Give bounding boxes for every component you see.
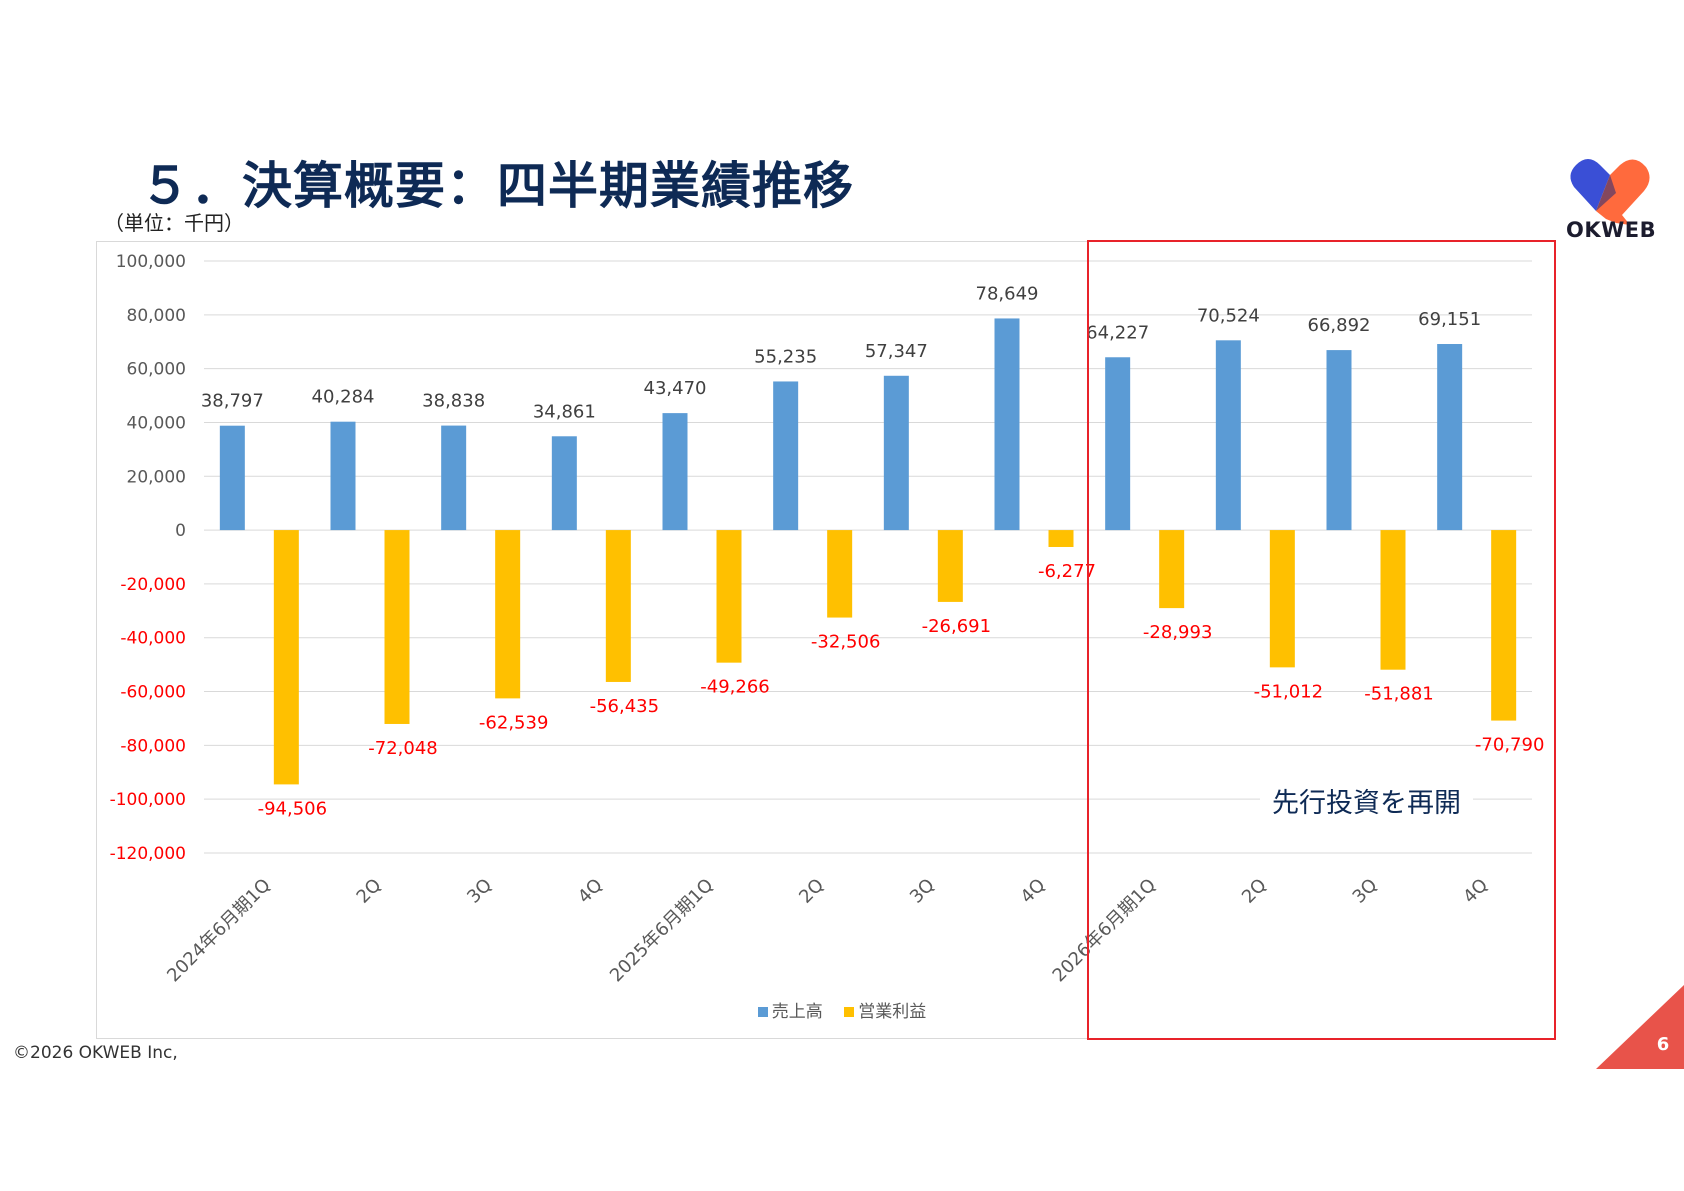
- data-label-sales: 69,151: [1418, 309, 1481, 330]
- bar-operating-profit: [605, 530, 631, 682]
- x-tick-label: 3Q: [906, 875, 939, 908]
- data-label-sales: 55,235: [754, 346, 817, 367]
- x-tick-label: 4Q: [574, 875, 607, 908]
- legend-swatch-operating-profit: [844, 1007, 855, 1017]
- legend-swatch-sales: [757, 1007, 768, 1017]
- data-label-sales: 64,227: [1086, 322, 1149, 343]
- data-label-operating-profit: -72,048: [368, 738, 437, 759]
- data-label-operating-profit: -49,266: [700, 677, 769, 698]
- bar-sales: [662, 413, 688, 531]
- bar-operating-profit: [495, 530, 521, 699]
- data-label-operating-profit: -28,993: [1143, 622, 1212, 643]
- legend-item-sales: 売上高: [757, 997, 823, 1022]
- data-label-sales: 40,284: [312, 387, 375, 408]
- y-tick-label: -40,000: [120, 629, 186, 649]
- data-label-sales: 38,838: [422, 391, 485, 412]
- x-tick-label: 4Q: [1017, 875, 1050, 908]
- bar-operating-profit: [1048, 530, 1074, 547]
- y-tick-label: -100,000: [110, 790, 186, 810]
- bar-operating-profit: [1159, 530, 1185, 609]
- x-tick-label: 2Q: [795, 875, 828, 908]
- y-tick-label: -20,000: [120, 575, 186, 595]
- y-tick-label: -80,000: [120, 736, 186, 756]
- data-label-operating-profit: -51,012: [1254, 681, 1323, 702]
- data-label-sales: 57,347: [865, 341, 928, 362]
- bar-sales: [1215, 340, 1241, 531]
- bar-sales: [773, 381, 799, 531]
- page-title: ５．決算概要：四半期業績推移: [140, 157, 854, 215]
- x-tick-label: 2025年6月期1Q: [606, 875, 718, 987]
- bar-sales: [441, 425, 467, 531]
- bar-operating-profit: [384, 530, 410, 724]
- bar-operating-profit: [273, 530, 299, 785]
- bar-sales: [551, 436, 577, 531]
- x-tick-label: 3Q: [463, 875, 496, 908]
- legend-label-sales: 売上高: [771, 1002, 823, 1022]
- page-number: 6: [1656, 1034, 1670, 1055]
- y-tick-label: -120,000: [110, 844, 186, 864]
- data-label-operating-profit: -6,277: [1038, 561, 1096, 582]
- data-label-sales: 66,892: [1308, 315, 1371, 336]
- legend-label-operating-profit: 営業利益: [858, 1002, 927, 1022]
- data-label-sales: 78,649: [976, 283, 1039, 304]
- logo-text: OKWEB: [1566, 218, 1657, 242]
- bar-operating-profit: [827, 530, 853, 618]
- bar-sales: [1437, 344, 1463, 531]
- bar-operating-profit: [1380, 530, 1406, 670]
- x-tick-label: 2Q: [353, 875, 386, 908]
- bar-sales: [1326, 350, 1352, 531]
- okweb-logo-heart-icon: [1570, 159, 1650, 225]
- y-tick-label: 20,000: [127, 467, 186, 487]
- copyright-footer: ©2026 OKWEB Inc,: [13, 1043, 178, 1063]
- data-label-sales: 34,861: [533, 401, 596, 422]
- bar-sales: [330, 421, 356, 531]
- data-label-operating-profit: -56,435: [590, 696, 659, 717]
- y-tick-label: 100,000: [116, 252, 186, 272]
- bar-sales: [883, 375, 909, 531]
- data-label-operating-profit: -26,691: [922, 616, 991, 637]
- y-tick-label: 0: [175, 521, 186, 541]
- data-label-operating-profit: -51,881: [1364, 684, 1433, 705]
- data-label-operating-profit: -62,539: [479, 712, 548, 733]
- data-label-sales: 70,524: [1197, 305, 1260, 326]
- annotation-text: 先行投資を再開: [1260, 781, 1473, 820]
- data-label-operating-profit: -94,506: [258, 798, 327, 819]
- unit-label: （単位：千円）: [104, 211, 244, 235]
- bar-sales: [1105, 357, 1131, 531]
- bar-operating-profit: [1491, 530, 1517, 721]
- y-tick-label: -60,000: [120, 683, 186, 703]
- data-label-operating-profit: -32,506: [811, 632, 880, 653]
- data-label-sales: 43,470: [644, 378, 707, 399]
- bar-sales: [219, 425, 245, 531]
- y-tick-label: 40,000: [127, 413, 186, 433]
- bar-operating-profit: [716, 530, 742, 663]
- bar-sales: [994, 318, 1020, 531]
- y-tick-label: 60,000: [127, 360, 186, 380]
- highlight-box: [1087, 240, 1556, 1040]
- x-tick-label: 2024年6月期1Q: [163, 875, 275, 987]
- red-corner-decoration: [1596, 985, 1684, 1069]
- data-label-sales: 38,797: [201, 391, 264, 412]
- legend-item-operating-profit: 営業利益: [844, 997, 926, 1022]
- bar-operating-profit: [937, 530, 963, 602]
- y-tick-label: 80,000: [127, 306, 186, 326]
- bar-operating-profit: [1269, 530, 1295, 668]
- chart-legend: 売上高 営業利益: [0, 997, 1684, 1022]
- data-label-operating-profit: -70,790: [1475, 735, 1544, 756]
